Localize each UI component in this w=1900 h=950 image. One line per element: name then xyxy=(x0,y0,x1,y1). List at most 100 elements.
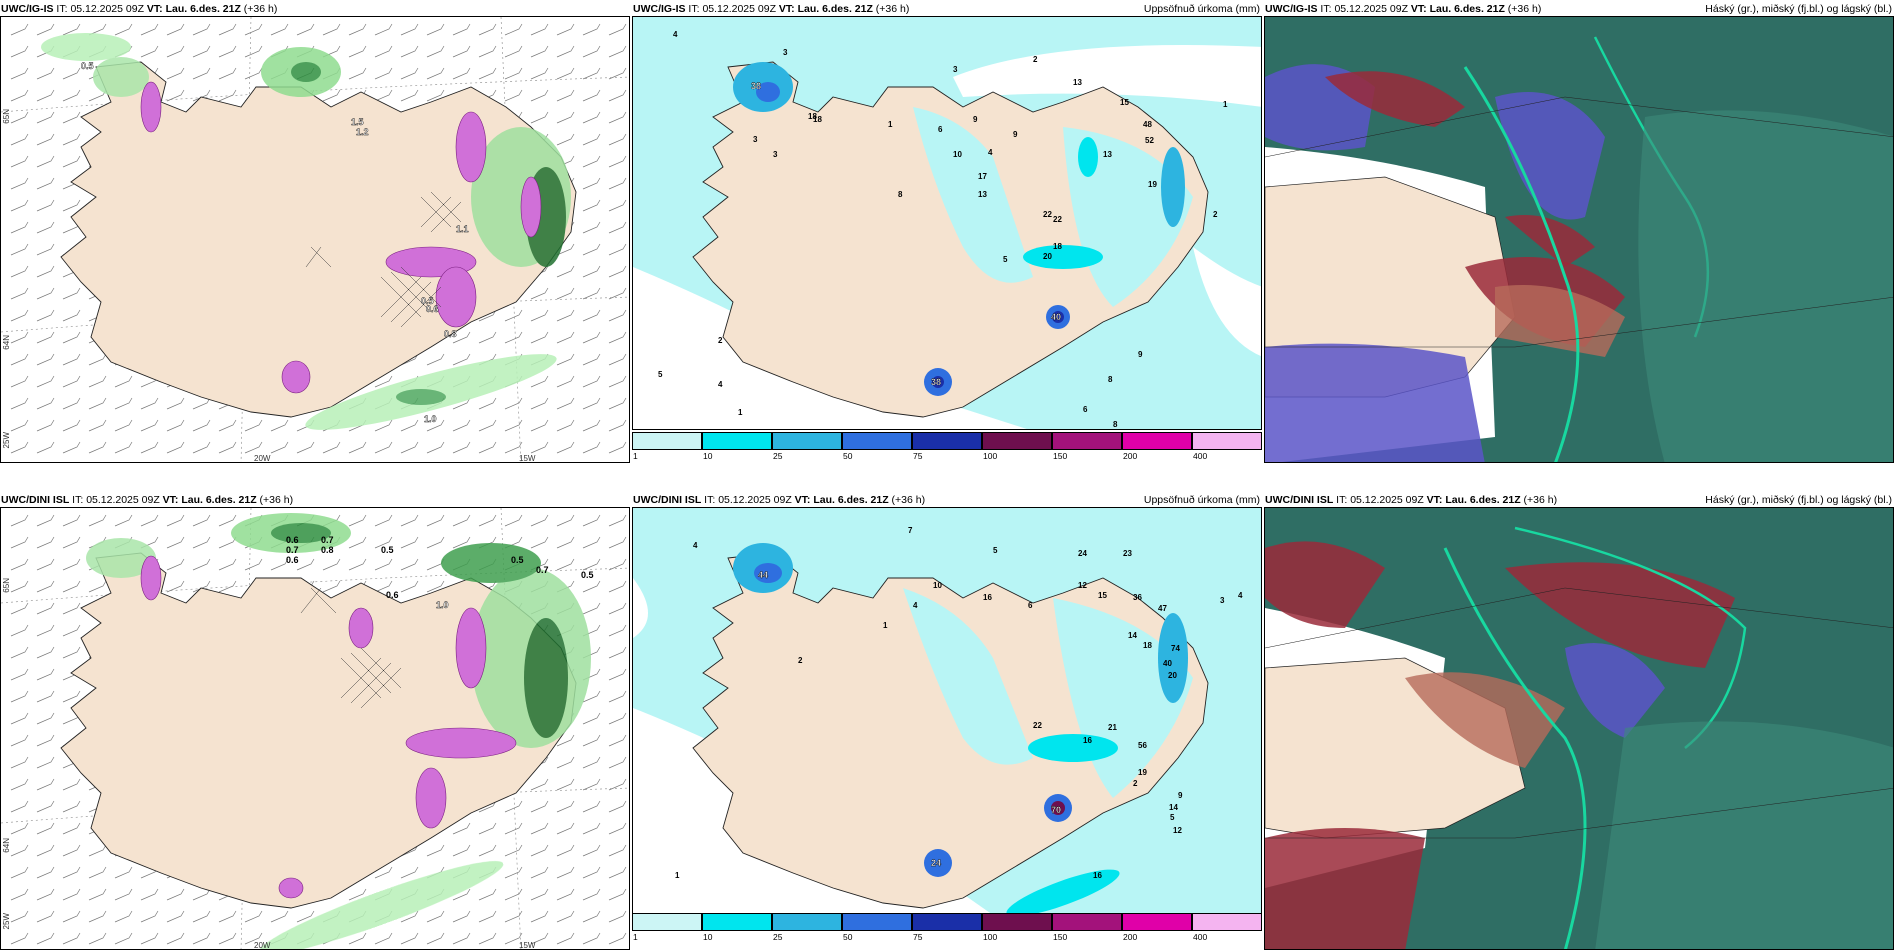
svg-text:6: 6 xyxy=(1028,601,1033,610)
svg-text:8: 8 xyxy=(898,190,903,199)
svg-text:74: 74 xyxy=(1171,644,1180,653)
svg-text:13: 13 xyxy=(978,190,987,199)
svg-text:20: 20 xyxy=(1168,671,1177,680)
precip-values: 4 2 7 5 4 24 23 6 1 10 12 15 36 47 14 16… xyxy=(675,526,1243,880)
lead-time: (+36 h) xyxy=(875,3,910,15)
svg-text:19: 19 xyxy=(1138,768,1147,777)
svg-text:2: 2 xyxy=(718,336,723,345)
lead-time: (+36 h) xyxy=(243,3,278,15)
svg-text:70: 70 xyxy=(1051,805,1061,815)
field-title: Uppsöfnuð úrkoma (mm) xyxy=(1143,3,1260,15)
init-time: 05.12.2025 09Z xyxy=(1350,494,1424,506)
colorbar: 1 10 25 50 75 100 150 200 400 xyxy=(632,432,1262,461)
precip-shading xyxy=(86,513,591,949)
hatch-area xyxy=(300,587,402,709)
svg-text:0.8: 0.8 xyxy=(444,329,457,339)
svg-text:4: 4 xyxy=(673,30,678,39)
lat-label-65n: 65N xyxy=(2,109,11,124)
valid-time: Lau. 6.des. 21Z xyxy=(797,3,873,15)
svg-text:21: 21 xyxy=(1108,723,1117,732)
svg-text:0.7: 0.7 xyxy=(536,565,549,575)
model-name: UWC/IG-IS xyxy=(1,3,54,15)
svg-text:0.7: 0.7 xyxy=(321,535,334,545)
svg-text:18: 18 xyxy=(1143,641,1152,650)
svg-text:15: 15 xyxy=(1098,591,1107,600)
svg-text:16: 16 xyxy=(1093,871,1102,880)
svg-text:0.6: 0.6 xyxy=(286,555,299,565)
svg-text:5: 5 xyxy=(1170,813,1175,822)
lon-label-20w: 20W xyxy=(254,941,271,950)
lon-label-25w: 25W xyxy=(2,432,11,449)
svg-text:0.5: 0.5 xyxy=(81,61,94,71)
svg-text:13: 13 xyxy=(1103,150,1112,159)
hatch-area xyxy=(305,191,462,328)
svg-text:9: 9 xyxy=(1178,791,1183,800)
snow-shading xyxy=(140,81,542,394)
svg-text:1.0: 1.0 xyxy=(436,600,449,610)
svg-text:18: 18 xyxy=(813,115,822,124)
svg-text:10: 10 xyxy=(953,150,962,159)
field-title: Háský (gr.), miðský (fj.bl.) og lágský (… xyxy=(1705,494,1892,506)
svg-text:4: 4 xyxy=(718,380,723,389)
svg-text:52: 52 xyxy=(1145,136,1154,145)
svg-text:1.5: 1.5 xyxy=(351,117,364,127)
valid-time: Lau. 6.des. 21Z xyxy=(181,494,257,506)
panel-clouds-bottom: UWC/DINI ISL IT: 05.12.2025 09Z VT: Lau.… xyxy=(1264,491,1894,950)
svg-text:2: 2 xyxy=(1133,779,1138,788)
svg-text:7: 7 xyxy=(908,526,913,535)
svg-text:6: 6 xyxy=(938,125,943,134)
svg-text:23: 23 xyxy=(1123,549,1132,558)
svg-text:4: 4 xyxy=(913,601,918,610)
svg-text:22: 22 xyxy=(1053,215,1062,224)
svg-text:9: 9 xyxy=(1013,130,1018,139)
lat-label-64n: 64N xyxy=(2,838,11,853)
lead-time: (+36 h) xyxy=(891,494,926,506)
svg-text:15: 15 xyxy=(1120,98,1129,107)
svg-text:1: 1 xyxy=(675,871,680,880)
svg-text:13: 13 xyxy=(1073,78,1082,87)
panel-header: UWC/IG-IS IT: 05.12.2025 09Z VT: Lau. 6.… xyxy=(1265,3,1892,15)
svg-text:2: 2 xyxy=(798,656,803,665)
map-wind-bottom[interactable]: 0.6 0.7 0.7 0.8 0.6 0.5 0.6 0.5 0.5 1.0 … xyxy=(0,507,630,950)
valid-time: Lau. 6.des. 21Z xyxy=(1445,494,1521,506)
svg-text:3: 3 xyxy=(1220,596,1225,605)
colorbar: 1 10 25 50 75 100 150 200 400 xyxy=(632,913,1262,942)
model-name: UWC/DINI ISL xyxy=(1,494,70,506)
map-clouds-bottom[interactable] xyxy=(1264,507,1894,950)
panel-header: UWC/DINI ISL IT: 05.12.2025 09Z VT: Lau.… xyxy=(1,494,294,506)
init-time: 05.12.2025 09Z xyxy=(70,3,144,15)
svg-text:4: 4 xyxy=(693,541,698,550)
svg-text:40: 40 xyxy=(1163,659,1172,668)
panel-precip-bottom: UWC/DINI ISL IT: 05.12.2025 09Z VT: Lau.… xyxy=(632,491,1262,942)
svg-text:12: 12 xyxy=(1078,581,1087,590)
map-precip-top[interactable]: 4 3 2 1 3 38 13 9 18 1 3 3 6 4 2 15 9 13… xyxy=(632,16,1262,430)
precip-shading xyxy=(41,33,571,430)
map-clouds-top[interactable] xyxy=(1264,16,1894,463)
map-wind-top[interactable]: 0.5 1.0 1.2 0.6 0.5 0.8 1.1 1.5 65N 64N … xyxy=(0,16,630,463)
mid-cloud-edge xyxy=(1443,547,1587,949)
valid-time: Lau. 6.des. 21Z xyxy=(813,494,889,506)
svg-text:1: 1 xyxy=(888,120,893,129)
panel-header: UWC/DINI ISL IT: 05.12.2025 09Z VT: Lau.… xyxy=(1265,494,1892,506)
svg-text:0.5: 0.5 xyxy=(581,570,594,580)
svg-text:0.6: 0.6 xyxy=(386,590,399,600)
model-name: UWC/IG-IS xyxy=(1265,3,1318,15)
svg-text:24: 24 xyxy=(1078,549,1087,558)
valid-time: Lau. 6.des. 21Z xyxy=(1429,3,1505,15)
svg-text:19: 19 xyxy=(1148,180,1157,189)
panel-wind-bottom: UWC/DINI ISL IT: 05.12.2025 09Z VT: Lau.… xyxy=(0,491,630,950)
svg-text:1.2: 1.2 xyxy=(356,127,369,137)
map-precip-bottom[interactable]: 4 2 7 5 4 24 23 6 1 10 12 15 36 47 14 16… xyxy=(632,507,1262,914)
svg-text:1: 1 xyxy=(738,408,743,417)
no-precip-area xyxy=(633,267,1027,429)
svg-text:3: 3 xyxy=(953,65,958,74)
iceland-land xyxy=(60,61,577,418)
svg-text:24: 24 xyxy=(931,858,941,868)
svg-text:9: 9 xyxy=(1138,350,1143,359)
init-time: 05.12.2025 09Z xyxy=(702,3,776,15)
svg-text:56: 56 xyxy=(1138,741,1147,750)
svg-text:6: 6 xyxy=(1083,405,1088,414)
model-name: UWC/IG-IS xyxy=(633,3,686,15)
model-name: UWC/DINI ISL xyxy=(1265,494,1334,506)
iceland-land xyxy=(60,552,577,909)
